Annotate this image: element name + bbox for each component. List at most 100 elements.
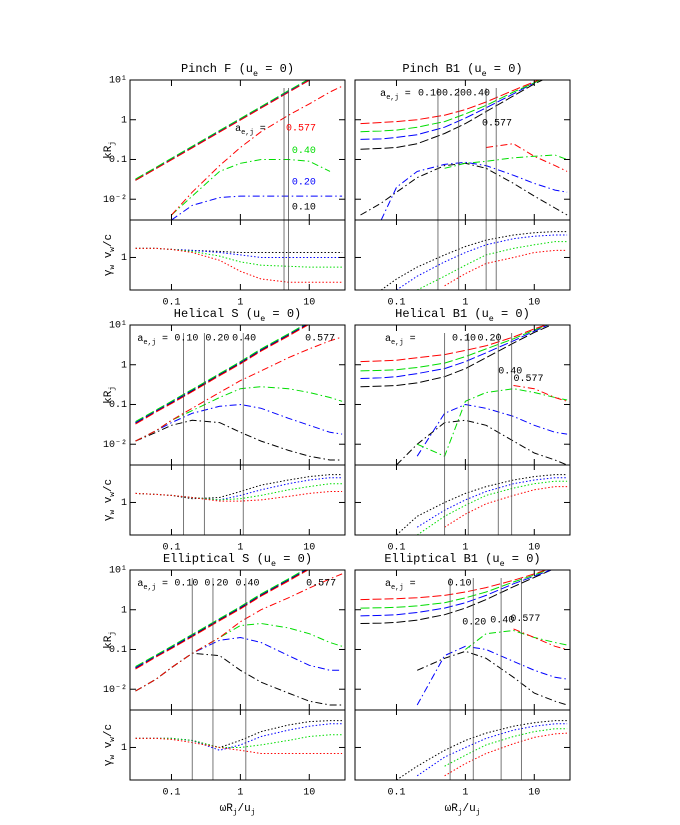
- curve: [135, 247, 343, 268]
- y-axis-label-part: w: [109, 510, 117, 515]
- x-tick-label: 10: [303, 788, 315, 799]
- y-axis-label-part: kR: [103, 145, 115, 159]
- annotation-part: e,j: [386, 94, 399, 102]
- y-tick-label: 0.1: [109, 155, 127, 166]
- y-axis-label-part: w: [109, 737, 117, 742]
- curve: [135, 734, 343, 748]
- y-axis-label-part: γ: [103, 514, 115, 521]
- curve: [486, 143, 568, 172]
- panel-title-part: Pinch F (u: [181, 62, 253, 76]
- curve: [135, 474, 343, 500]
- curve: [360, 80, 542, 140]
- panel-title-part: e: [489, 314, 494, 324]
- curve: [360, 570, 553, 617]
- plot-frame: [354, 709, 571, 781]
- y-tick-label: 0.1: [109, 400, 127, 411]
- curve: [396, 474, 568, 535]
- curve: [135, 80, 309, 180]
- x-tick-label: 0.1: [387, 788, 405, 799]
- curve: [135, 636, 343, 692]
- curve: [360, 80, 540, 125]
- curve: [135, 80, 311, 181]
- annotation: ae,j =: [385, 579, 416, 592]
- plot-frame: [354, 569, 571, 711]
- annotation-part: =: [404, 334, 416, 345]
- curve: [135, 570, 308, 669]
- curve: [444, 732, 568, 777]
- x-tick-label: 1: [462, 543, 468, 554]
- annotation-part: =: [399, 89, 411, 100]
- annotation-part: a: [380, 89, 386, 100]
- plot-frame: [129, 324, 346, 466]
- annotation: 0.10: [418, 89, 442, 100]
- y-tick-label: 10¹: [109, 321, 127, 332]
- panel-title-part: e: [271, 559, 276, 569]
- curve: [135, 573, 343, 692]
- curve: [135, 491, 343, 502]
- curve: [360, 325, 549, 372]
- y-axis-label-part: /c: [103, 479, 115, 492]
- y-axis-label-part: /c: [103, 234, 115, 247]
- panel-title-part: e: [260, 314, 265, 324]
- curve: [513, 385, 568, 402]
- curve: [513, 628, 568, 650]
- annotation: 0.10: [452, 334, 476, 345]
- curve: [360, 325, 548, 363]
- curve: [171, 85, 343, 216]
- y-axis-label: kRj: [103, 631, 117, 649]
- panel-title-part: Elliptical S (u: [163, 552, 271, 566]
- curve: [444, 249, 568, 287]
- curve: [135, 336, 343, 442]
- curve: [135, 419, 343, 461]
- annotation: 0.10: [174, 334, 198, 345]
- curve: [171, 159, 331, 216]
- x-axis-label-part: ωR: [445, 803, 459, 815]
- panel-title-part: Helical S (u: [174, 307, 260, 321]
- annotation-part: e,j: [143, 584, 156, 592]
- x-axis-label-part: /u: [463, 803, 476, 815]
- curve: [465, 629, 568, 650]
- y-axis-label-part: j: [109, 141, 117, 146]
- curve: [396, 720, 568, 780]
- annotation: ae,j =: [137, 579, 168, 592]
- y-axis-label: kRj: [103, 141, 117, 159]
- curve: [380, 161, 568, 220]
- curve: [360, 80, 544, 150]
- y-axis-label: γw vw/c: [103, 234, 117, 276]
- curve: [416, 723, 568, 777]
- y-axis-label-part: γ: [103, 269, 115, 276]
- x-axis-label-part: /u: [238, 803, 251, 815]
- panel-title: Helical B1 (ue = 0): [395, 307, 530, 324]
- curve: [360, 80, 542, 133]
- curve: [135, 325, 305, 423]
- y-tick-label: 1: [121, 743, 127, 754]
- x-tick-label: 0.1: [387, 543, 405, 554]
- y-axis-label-part: w: [109, 755, 117, 760]
- panel-title-part: e: [253, 69, 258, 79]
- annotation: 0.10: [292, 203, 316, 214]
- curve: [416, 477, 568, 528]
- annotation: 0.40: [498, 367, 522, 378]
- plot-frame: [129, 464, 346, 536]
- panel-title: Elliptical S (ue = 0): [163, 552, 312, 569]
- y-axis-label-part: kR: [103, 635, 115, 649]
- annotation-part: a: [235, 124, 241, 135]
- annotation: 0.40: [466, 89, 490, 100]
- y-tick-label: 0.1: [109, 645, 127, 656]
- curve: [360, 570, 553, 624]
- curve: [444, 486, 568, 528]
- curve: [135, 622, 343, 692]
- curve: [135, 325, 308, 424]
- x-axis-label-part: j: [251, 809, 256, 817]
- annotation: 0.577: [305, 334, 335, 345]
- y-tick-label: 10⁻²: [103, 685, 127, 696]
- annotation: 0.20: [478, 334, 502, 345]
- annotation-part: a: [385, 579, 391, 590]
- panel-title-part: = 0): [258, 62, 294, 76]
- panel-title-part: = 0): [265, 307, 301, 321]
- curve: [360, 570, 548, 601]
- x-tick-label: 10: [528, 543, 540, 554]
- curve: [135, 570, 309, 670]
- curve: [416, 403, 568, 457]
- x-tick-label: 1: [462, 298, 468, 309]
